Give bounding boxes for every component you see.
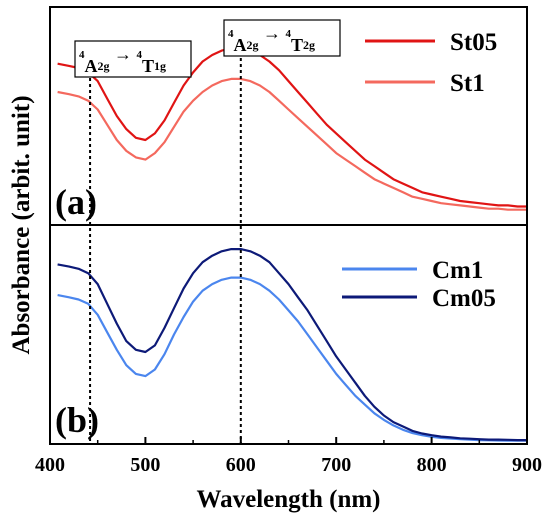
annotation-box-2 [223,19,341,57]
x-tick-label-500: 500 [130,454,160,476]
transition-guides [89,58,242,444]
panel-label-b: (b) [55,400,99,440]
x-axis-title: Wavelength (nm) [196,486,380,513]
y-axis-title: Absorbance (arbit. unit) [8,95,35,354]
annotation-text-1: 4A2g → 4T1g [79,44,166,76]
annotation-box-1 [74,40,192,78]
annotation-text-2: 4A2g → 4T2g [228,23,315,55]
legend-label-cm1: Cm1 [432,257,483,284]
x-tick-label-600: 600 [226,454,256,476]
legend-label-st1: St1 [450,70,485,97]
series-line-st05 [57,47,527,208]
series-line-cm05 [57,248,527,442]
legend-label-st05: St05 [450,29,497,56]
x-tick-label-800: 800 [417,454,447,476]
x-tick-label-900: 900 [512,454,542,476]
x-tick-label-400: 400 [35,454,65,476]
series-line-cm1 [57,276,527,442]
series-line-st1 [57,77,527,211]
legend-label-cm05: Cm05 [432,285,496,312]
x-tick-label-700: 700 [321,454,351,476]
x-axis: 400 500 600 700 800 900 [35,437,542,476]
transition-annotations: 4A2g → 4T1g 4A2g → 4T2g [74,19,341,78]
